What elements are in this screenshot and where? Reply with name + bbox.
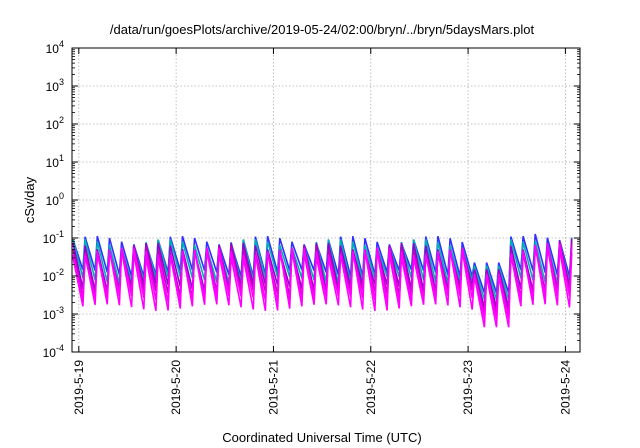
x-axis-label: Coordinated Universal Time (UTC) (222, 430, 421, 445)
y-tick-label: 104 (46, 39, 64, 56)
y-tick-label: 102 (46, 115, 64, 132)
y-tick-label: 10-3 (43, 305, 64, 322)
y-tick-label: 10-4 (43, 343, 64, 360)
series-layer (72, 233, 573, 328)
y-tick-label: 10-1 (43, 229, 64, 246)
y-axis-ticks: 104 103 102 101 100 10-1 10-2 10-3 10-4 (43, 39, 580, 360)
y-tick-label: 100 (46, 191, 64, 208)
series-line (72, 244, 573, 328)
x-tick-label: 2019-5-23 (461, 360, 475, 415)
y-tick-label: 10-2 (43, 267, 64, 284)
x-tick-label: 2019-5-20 (169, 360, 183, 415)
x-tick-label: 2019-5-22 (364, 360, 378, 415)
y-tick-label: 101 (46, 153, 64, 170)
x-tick-label: 2019-5-21 (266, 360, 280, 415)
x-axis-ticks: 2019-5-19 2019-5-20 2019-5-21 2019-5-22 2019… (72, 48, 572, 415)
y-tick-label: 103 (46, 77, 64, 94)
y-axis-label: cSv/day (22, 176, 37, 223)
grid-layer (72, 47, 580, 353)
x-tick-label: 2019-5-19 (72, 360, 86, 415)
x-tick-label: 2019-5-24 (558, 360, 572, 415)
chart-title: /data/run/goesPlots/archive/2019-05-24/0… (110, 22, 535, 37)
